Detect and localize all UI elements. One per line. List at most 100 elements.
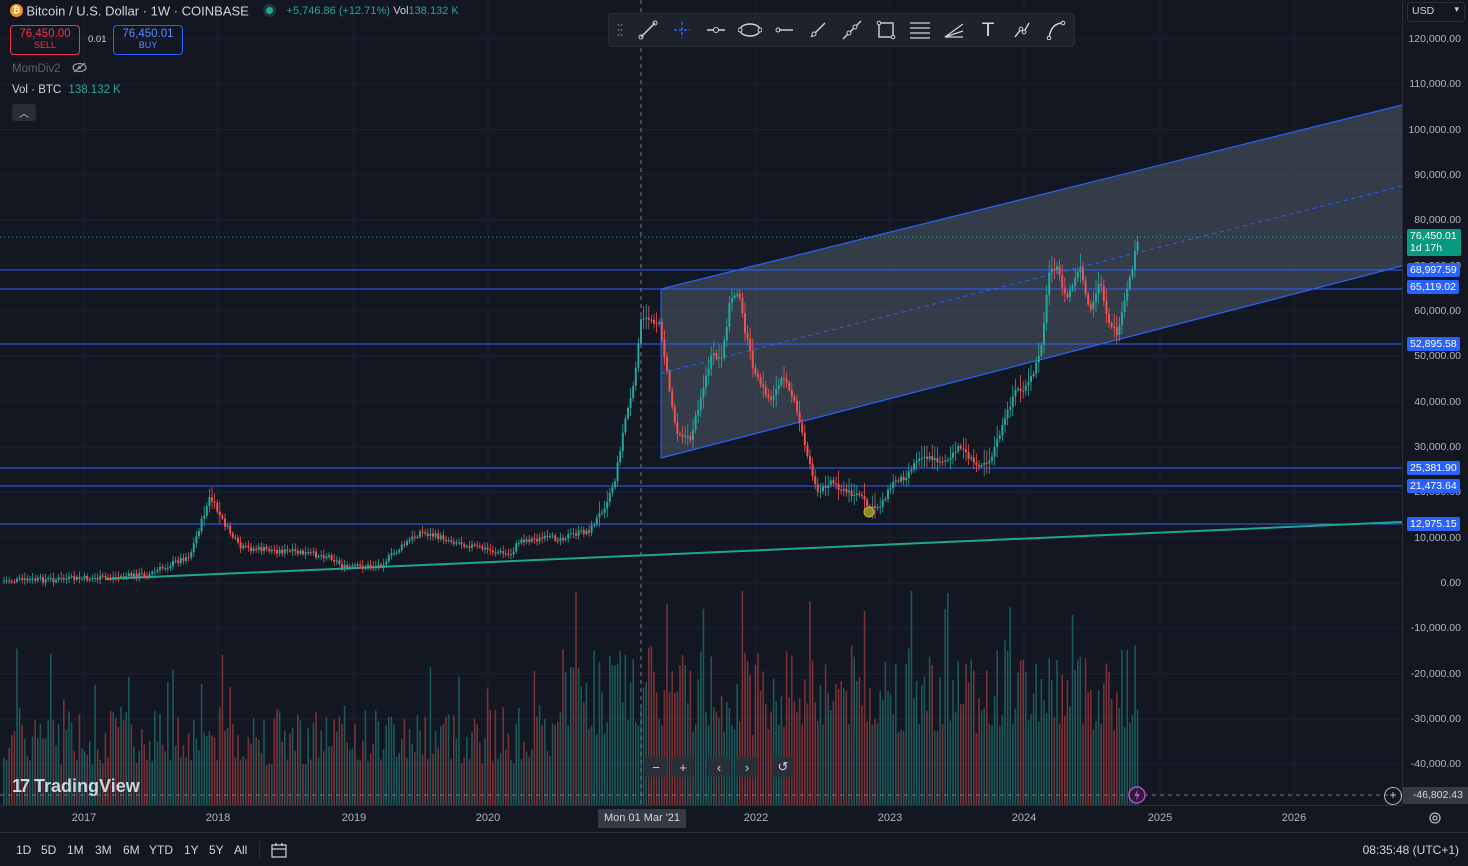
channel-lower-line[interactable] bbox=[660, 265, 1402, 459]
volume-bar bbox=[616, 663, 619, 805]
volume-bar bbox=[772, 678, 775, 805]
scroll-left-button[interactable]: ‹ bbox=[708, 757, 730, 777]
support-trend-line[interactable] bbox=[104, 521, 1402, 580]
candle-body bbox=[863, 495, 866, 500]
candle-body bbox=[577, 530, 580, 536]
pitchfork-tool-icon[interactable] bbox=[941, 18, 967, 42]
collapse-legend-button[interactable]: ︿ bbox=[12, 104, 36, 121]
drag-handle-icon[interactable] bbox=[613, 18, 627, 42]
price-tick-label: 40,000.00 bbox=[1414, 395, 1461, 408]
volume-bar bbox=[203, 732, 205, 805]
volume-bar bbox=[57, 723, 60, 805]
candle-body bbox=[133, 573, 135, 577]
candle-body bbox=[125, 576, 128, 578]
volume-bar bbox=[265, 764, 268, 805]
rectangle-tool-icon[interactable] bbox=[873, 18, 899, 42]
volume-bar bbox=[1108, 671, 1110, 805]
timeframe-button[interactable]: 1D bbox=[16, 843, 32, 857]
volume-bar bbox=[681, 655, 684, 805]
symbol-title[interactable]: Bitcoin / U.S. Dollar · 1W · COINBASE bbox=[26, 3, 249, 19]
timeframe-button[interactable]: 3M bbox=[95, 843, 112, 857]
indicator-volume[interactable]: Vol · BTC 138.132 K bbox=[12, 84, 121, 96]
buy-button[interactable]: 76,450.01 BUY bbox=[113, 25, 183, 55]
candle-body bbox=[278, 549, 281, 554]
candle-body bbox=[1043, 322, 1045, 346]
candle-body bbox=[1123, 300, 1126, 313]
timeframe-button[interactable]: 6M bbox=[123, 843, 140, 857]
eye-hidden-icon[interactable] bbox=[72, 62, 87, 76]
trend-line-tool-icon[interactable] bbox=[635, 18, 661, 42]
candle-body bbox=[299, 550, 302, 554]
candle-body bbox=[507, 553, 510, 555]
timeframe-button[interactable]: All bbox=[234, 843, 248, 857]
chart-settings-button[interactable] bbox=[1428, 811, 1442, 825]
candle-body bbox=[276, 550, 278, 554]
volume-bar bbox=[627, 719, 629, 805]
horizontal-line-tool-icon[interactable] bbox=[771, 18, 797, 42]
volume-bar bbox=[1103, 683, 1105, 805]
volume-bar bbox=[603, 733, 606, 805]
add-alert-button[interactable]: + bbox=[1384, 787, 1402, 805]
channel-upper-line[interactable] bbox=[660, 104, 1402, 290]
price-scale[interactable]: USD ▾ 120,000.00 110,000.00 100,000.00 90,0… bbox=[1402, 0, 1468, 805]
zoom-in-button[interactable]: + bbox=[672, 757, 694, 777]
date-range-button[interactable] bbox=[270, 841, 288, 862]
volume-bar bbox=[174, 745, 177, 805]
low-marker[interactable] bbox=[863, 506, 875, 518]
text-tool-icon[interactable]: T bbox=[982, 19, 994, 41]
volume-bar bbox=[195, 738, 198, 805]
crosshair-tool-icon[interactable] bbox=[669, 18, 695, 42]
volume-bar bbox=[268, 763, 270, 805]
volume-bar bbox=[219, 707, 221, 805]
indicator-momdiv[interactable]: MomDiv2 bbox=[12, 62, 87, 76]
level-price-badge: 68,997.59 bbox=[1407, 263, 1460, 277]
fib-retracement-tool-icon[interactable] bbox=[907, 18, 933, 42]
price-chart[interactable] bbox=[0, 0, 1402, 805]
volume-bar bbox=[749, 675, 751, 805]
candle-body bbox=[153, 571, 156, 573]
candle-body bbox=[746, 332, 749, 339]
zoom-out-button[interactable]: − bbox=[645, 757, 667, 777]
timeframe-button[interactable]: 1Y bbox=[184, 843, 199, 857]
candle-body bbox=[1102, 285, 1105, 301]
path-tool-icon[interactable] bbox=[1009, 18, 1035, 42]
lightning-icon[interactable] bbox=[1128, 786, 1146, 804]
volume-bar bbox=[497, 758, 499, 805]
ellipse-tool-icon[interactable] bbox=[737, 18, 763, 42]
volume-bar bbox=[65, 729, 68, 805]
horizontal-ray-tool-icon[interactable] bbox=[703, 18, 729, 42]
ray-tool-icon[interactable] bbox=[805, 18, 831, 42]
volume-bar bbox=[307, 728, 309, 805]
candle-body bbox=[777, 384, 780, 389]
level-price-badge: 25,381.90 bbox=[1407, 461, 1460, 475]
sell-button[interactable]: 76,450.00 SELL bbox=[10, 25, 80, 55]
clock[interactable]: 08:35:48 (UTC+1) bbox=[1362, 843, 1459, 857]
candle-body bbox=[580, 530, 583, 532]
candle-body bbox=[879, 506, 882, 508]
volume-bar bbox=[510, 759, 512, 805]
timeframe-button[interactable]: YTD bbox=[149, 843, 173, 857]
parallel-channel[interactable] bbox=[661, 105, 1402, 458]
candle-body bbox=[120, 576, 122, 578]
scroll-right-button[interactable]: › bbox=[736, 757, 758, 777]
currency-selector[interactable]: USD ▾ bbox=[1407, 2, 1465, 22]
crosshair-time-badge: Mon 01 Mar '21 bbox=[598, 809, 686, 828]
timeframe-button[interactable]: 5Y bbox=[209, 843, 224, 857]
candle-body bbox=[588, 530, 590, 533]
chart-pane[interactable]: ₿ Bitcoin / U.S. Dollar · 1W · COINBASE … bbox=[0, 0, 1402, 805]
extended-line-tool-icon[interactable] bbox=[839, 18, 865, 42]
timeframe-button[interactable]: 5D bbox=[41, 843, 57, 857]
volume-bar bbox=[128, 676, 130, 805]
curve-tool-icon[interactable] bbox=[1043, 18, 1069, 42]
volume-bar bbox=[845, 691, 848, 805]
candle-body bbox=[1061, 274, 1064, 288]
volume-bar bbox=[16, 648, 18, 805]
volume-bar bbox=[788, 697, 790, 805]
volume-bar bbox=[338, 716, 341, 805]
candle-body bbox=[426, 533, 429, 536]
drawing-toolbar[interactable]: T bbox=[608, 13, 1075, 47]
reset-chart-button[interactable]: ↺ bbox=[772, 757, 794, 777]
timeframe-button[interactable]: 1M bbox=[67, 843, 84, 857]
time-axis[interactable]: 2017 2018 2019 2020 2022 2023 2024 2025 2026 Mon… bbox=[0, 805, 1402, 832]
volume-bar bbox=[385, 725, 387, 805]
